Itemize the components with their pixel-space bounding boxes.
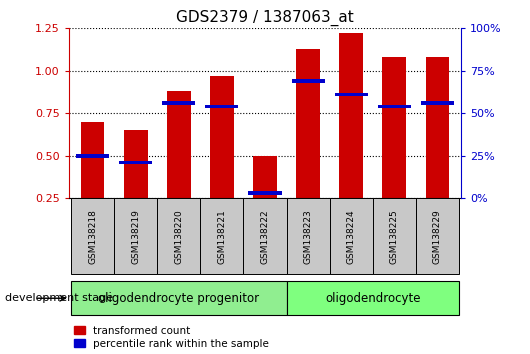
Bar bbox=[378, 105, 411, 108]
Bar bbox=[334, 93, 368, 96]
Bar bbox=[71, 198, 114, 274]
Bar bbox=[416, 198, 459, 274]
Bar bbox=[253, 156, 277, 198]
Bar bbox=[71, 281, 287, 315]
Text: GSM138219: GSM138219 bbox=[131, 209, 140, 264]
Bar bbox=[210, 76, 234, 198]
Bar bbox=[421, 101, 454, 105]
Bar bbox=[157, 198, 200, 274]
Bar bbox=[373, 198, 416, 274]
Bar bbox=[243, 198, 287, 274]
Bar bbox=[339, 33, 363, 198]
Title: GDS2379 / 1387063_at: GDS2379 / 1387063_at bbox=[176, 9, 354, 25]
Bar bbox=[162, 101, 196, 105]
Bar bbox=[296, 49, 320, 198]
Bar bbox=[383, 57, 406, 198]
Text: GSM138222: GSM138222 bbox=[261, 209, 269, 264]
Bar bbox=[200, 198, 243, 274]
Legend: transformed count, percentile rank within the sample: transformed count, percentile rank withi… bbox=[74, 326, 269, 349]
Bar bbox=[287, 198, 330, 274]
Text: GSM138221: GSM138221 bbox=[217, 209, 226, 264]
Bar bbox=[124, 130, 147, 198]
Bar bbox=[81, 122, 104, 198]
Bar bbox=[119, 161, 152, 164]
Bar bbox=[114, 198, 157, 274]
Bar bbox=[287, 281, 459, 315]
Bar bbox=[330, 198, 373, 274]
Bar bbox=[205, 105, 238, 108]
Text: oligodendrocyte progenitor: oligodendrocyte progenitor bbox=[98, 292, 259, 305]
Text: oligodendrocyte: oligodendrocyte bbox=[325, 292, 420, 305]
Text: GSM138220: GSM138220 bbox=[174, 209, 183, 264]
Text: GSM138218: GSM138218 bbox=[88, 209, 97, 264]
Bar bbox=[426, 57, 449, 198]
Bar bbox=[249, 191, 281, 195]
Bar bbox=[167, 91, 191, 198]
Text: GSM138229: GSM138229 bbox=[433, 209, 442, 264]
Bar bbox=[292, 79, 325, 83]
Text: development stage: development stage bbox=[5, 293, 113, 303]
Text: GSM138224: GSM138224 bbox=[347, 209, 356, 264]
Text: GSM138225: GSM138225 bbox=[390, 209, 399, 264]
Bar bbox=[76, 154, 109, 158]
Text: GSM138223: GSM138223 bbox=[304, 209, 313, 264]
